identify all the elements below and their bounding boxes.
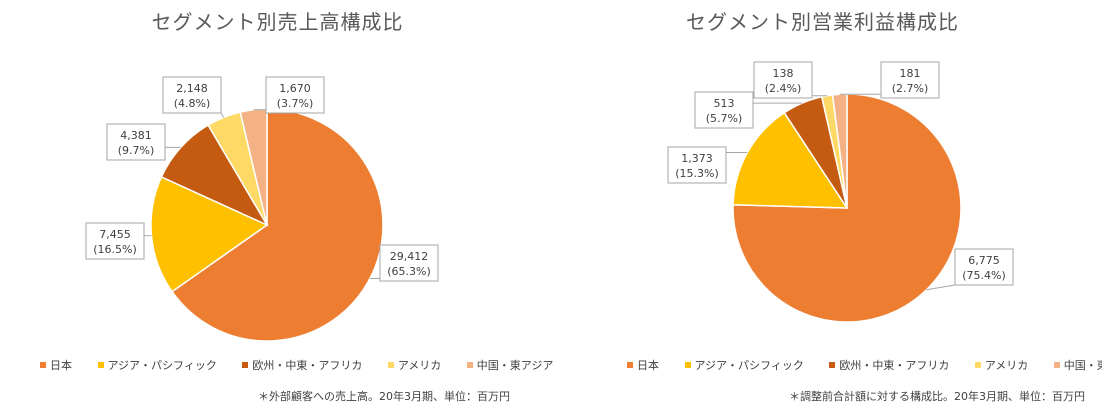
data-label-box — [954, 248, 1014, 286]
chart-footnote: ＊外部顧客への売上高。20年3月期、単位：百万円 — [258, 390, 510, 403]
legend-swatch — [97, 362, 104, 368]
legend-item-china-east-asia: 中国・東アジア — [1053, 357, 1102, 373]
legend-label: アメリカ — [984, 359, 1029, 372]
legend-item-china-east-asia: 中国・東アジア — [466, 357, 554, 373]
chart-title: セグメント別営業利益構成比 — [686, 10, 959, 34]
leader-line — [220, 112, 225, 118]
legend-swatch — [829, 362, 836, 368]
chart-title: セグメント別売上高構成比 — [151, 10, 404, 34]
legend-swatch — [627, 362, 633, 368]
data-label-box — [265, 76, 325, 114]
data-label-box — [880, 61, 940, 99]
data-label-percent: (4.8%) — [174, 97, 211, 110]
legend-item-japan: 日本 — [40, 357, 72, 373]
data-label-percent: (15.3%) — [675, 167, 719, 180]
data-label-box — [667, 146, 727, 184]
legend-swatch — [40, 362, 46, 368]
data-label-box — [85, 222, 145, 260]
data-label-box — [753, 61, 813, 99]
legend-label: 欧州・中東・アフリカ — [252, 359, 363, 372]
data-label-value: 1,373 — [681, 152, 713, 165]
data-label-value: 138 — [773, 67, 794, 80]
chart-legend: 日本 アジア・パシフィック 欧州・中東・アフリカ アメリカ 中国・東アジア — [40, 357, 575, 373]
data-label-percent: (5.7%) — [706, 112, 743, 125]
legend-swatch — [242, 362, 249, 368]
data-label-percent: (65.3%) — [387, 265, 431, 278]
data-label-percent: (9.7%) — [118, 144, 155, 157]
chart-footnote: ＊調整前合計額に対する構成比。20年3月期、単位：百万円 — [789, 390, 1085, 403]
profit-chart-panel: セグメント別営業利益構成比 6,775 (75.4%) 1,373 (15.3%) 51… — [551, 0, 1102, 417]
data-label-percent: (2.7%) — [892, 82, 929, 95]
data-label-value: 513 — [714, 97, 735, 110]
legend-item-america: アメリカ — [974, 357, 1029, 373]
pie-slice-japan — [170, 108, 384, 342]
profit-pie-chart: 6,775 (75.4%) 1,373 (15.3%) 513 (5.7%) 138 (2.4… — [667, 61, 1014, 323]
data-label-value: 6,775 — [968, 254, 1000, 267]
legend-swatch — [466, 362, 473, 368]
pie-slice-asia-pacific — [150, 175, 269, 293]
sales-chart-panel: セグメント別売上高構成比 29,412 (65.3%) 7,455 (16.5%) 4,… — [40, 10, 553, 403]
legend-swatch — [387, 362, 394, 368]
chart-legend: 日本 アジア・パシフィック 欧州・中東・アフリカ アメリカ 中国・東アジア — [627, 357, 1102, 373]
legend-item-japan: 日本 — [627, 357, 659, 373]
data-label-percent: (75.4%) — [962, 269, 1006, 282]
legend-swatch — [974, 362, 981, 368]
data-label-percent: (3.7%) — [277, 97, 314, 110]
legend-label: 日本 — [50, 359, 72, 372]
legend-swatch — [684, 362, 691, 368]
legend-label: 欧州・中東・アフリカ — [839, 359, 950, 372]
data-label-box — [106, 123, 166, 161]
legend-label: 日本 — [637, 359, 659, 372]
legend-item-asia-pacific: アジア・パシフィック — [97, 357, 217, 373]
legend-item-emea: 欧州・中東・アフリカ — [242, 357, 362, 373]
legend-label: 中国・東アジア — [1063, 359, 1102, 372]
data-label-value: 7,455 — [99, 228, 131, 241]
legend-item-emea: 欧州・中東・アフリカ — [829, 357, 949, 373]
legend-label: アメリカ — [397, 359, 442, 372]
legend-label: アジア・パシフィック — [694, 359, 804, 372]
legend-swatch — [1053, 362, 1060, 368]
data-label-box — [162, 76, 222, 114]
sales-pie-chart: 29,412 (65.3%) 7,455 (16.5%) 4,381 (9.7%) 2,14… — [85, 76, 439, 342]
data-label-percent: (16.5%) — [93, 243, 137, 256]
legend-label: アジア・パシフィック — [107, 359, 217, 372]
data-label-value: 2,148 — [176, 82, 208, 95]
leader-line — [926, 284, 956, 291]
data-label-value: 29,412 — [390, 250, 429, 263]
pie-slice-asia-pacific — [732, 111, 849, 209]
legend-label: 中国・東アジア — [476, 359, 554, 372]
data-label-box — [694, 91, 754, 129]
data-label-value: 4,381 — [120, 129, 152, 142]
data-label-value: 181 — [900, 67, 921, 80]
data-label-value: 1,670 — [279, 82, 311, 95]
data-label-box — [379, 244, 439, 282]
data-label-percent: (2.4%) — [765, 82, 802, 95]
legend-item-asia-pacific: アジア・パシフィック — [684, 357, 804, 373]
legend-item-america: アメリカ — [387, 357, 442, 373]
